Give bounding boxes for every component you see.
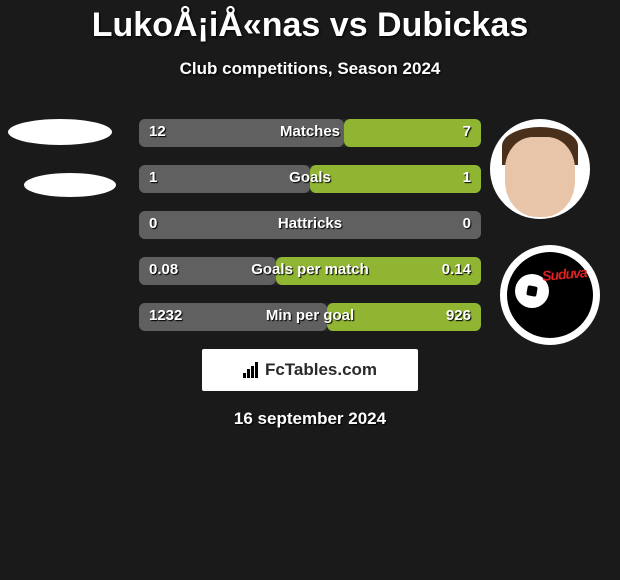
player-photo-placeholder-icon (8, 119, 112, 145)
right-player-avatar (490, 119, 590, 219)
branding-text: FcTables.com (265, 360, 377, 380)
page-title: LukoÅ¡iÅ«nas vs Dubickas (0, 0, 620, 45)
table-row: 0 Hattricks 0 (139, 211, 481, 239)
footer-date: 16 september 2024 (0, 409, 620, 429)
stat-label: Matches (280, 123, 340, 140)
stat-left-value: 0 (149, 215, 157, 232)
table-row: 12 Matches 7 (139, 119, 481, 147)
stat-right-value: 1 (463, 169, 471, 186)
club-logo-text: Suduva (542, 264, 588, 284)
stat-label: Goals per match (251, 261, 369, 278)
stat-label: Goals (289, 169, 331, 186)
stat-left-value: 1 (149, 169, 157, 186)
stat-right-value: 0.14 (442, 261, 471, 278)
stat-label: Min per goal (266, 307, 354, 324)
club-logo-placeholder-icon (24, 173, 116, 197)
stat-right-value: 926 (446, 307, 471, 324)
stat-right-value: 0 (463, 215, 471, 232)
right-club-logo: Suduva (500, 245, 600, 345)
left-player-placeholder (8, 119, 116, 197)
table-row: 1232 Min per goal 926 (139, 303, 481, 331)
stat-left-value: 12 (149, 123, 166, 140)
stat-left-value: 0.08 (149, 261, 178, 278)
stat-label: Hattricks (278, 215, 342, 232)
table-row: 0.08 Goals per match 0.14 (139, 257, 481, 285)
page-subtitle: Club competitions, Season 2024 (0, 59, 620, 79)
stats-bars: 12 Matches 7 1 Goals 1 0 Hattricks 0 0.0… (139, 119, 481, 331)
stat-left-value: 1232 (149, 307, 182, 324)
branding-badge: FcTables.com (202, 349, 418, 391)
table-row: 1 Goals 1 (139, 165, 481, 193)
stat-right-value: 7 (463, 123, 471, 140)
bar-chart-icon (243, 362, 261, 378)
comparison-panel: Suduva 12 Matches 7 1 Goals 1 0 Hattrick… (0, 119, 620, 429)
